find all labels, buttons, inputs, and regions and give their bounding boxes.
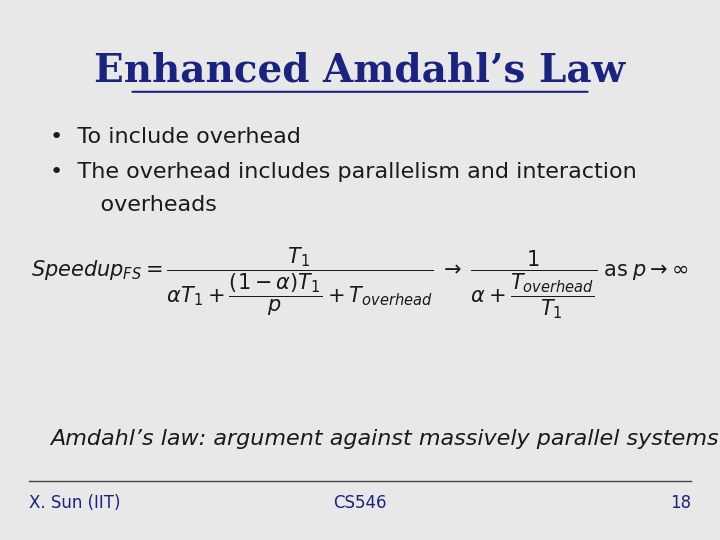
Text: $\mathit{Speedup}_{FS} = \dfrac{T_1}{\alpha T_1 + \dfrac{(1-\alpha)T_1}{p} + T_{: $\mathit{Speedup}_{FS} = \dfrac{T_1}{\al…: [31, 246, 689, 321]
Text: •  The overhead includes parallelism and interaction: • The overhead includes parallelism and …: [50, 162, 637, 182]
Text: overheads: overheads: [72, 195, 217, 215]
Text: 18: 18: [670, 494, 691, 512]
Text: CS546: CS546: [333, 494, 387, 512]
Text: •  To include overhead: • To include overhead: [50, 127, 301, 147]
Text: Enhanced Amdahl’s Law: Enhanced Amdahl’s Law: [94, 51, 626, 89]
Text: X. Sun (IIT): X. Sun (IIT): [29, 494, 120, 512]
Text: Amdahl’s law: argument against massively parallel systems: Amdahl’s law: argument against massively…: [50, 429, 719, 449]
